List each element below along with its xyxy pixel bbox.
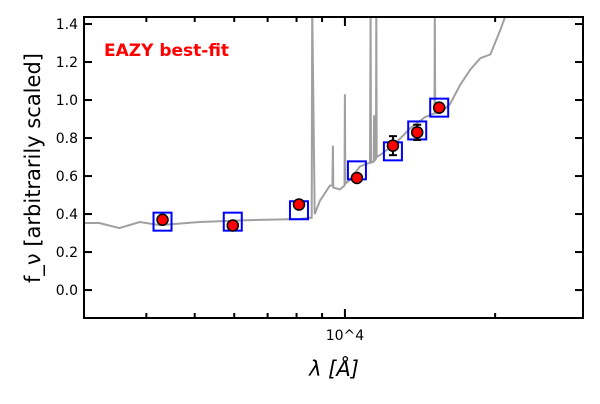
y-axis-label: f_ν [arbitrarily scaled] xyxy=(21,53,46,283)
observed-point xyxy=(226,219,240,232)
y-tick-label: 0.8 xyxy=(56,131,78,147)
observed-point xyxy=(156,213,169,227)
model-point xyxy=(152,211,173,232)
observed-point xyxy=(432,101,446,114)
observed-point xyxy=(410,126,424,139)
y-tick-label: 1.0 xyxy=(56,93,78,109)
y-tick-label: 0.6 xyxy=(56,169,78,185)
x-tick-label: 10^4 xyxy=(326,328,365,344)
y-tick-label: 0.0 xyxy=(56,283,78,299)
observed-point xyxy=(350,171,364,185)
observed-point xyxy=(292,198,306,211)
y-tick-label: 0.2 xyxy=(56,245,78,261)
observed-point xyxy=(386,139,400,152)
y-tick-label: 0.4 xyxy=(56,207,78,223)
annotation-label: EAZY best-fit xyxy=(104,41,229,61)
x-axis-label: λ [Å] xyxy=(308,355,359,381)
model-point xyxy=(429,97,450,118)
y-tick-label: 1.4 xyxy=(56,17,78,33)
y-tick-label: 1.2 xyxy=(56,55,78,71)
plot-frame xyxy=(83,16,584,319)
